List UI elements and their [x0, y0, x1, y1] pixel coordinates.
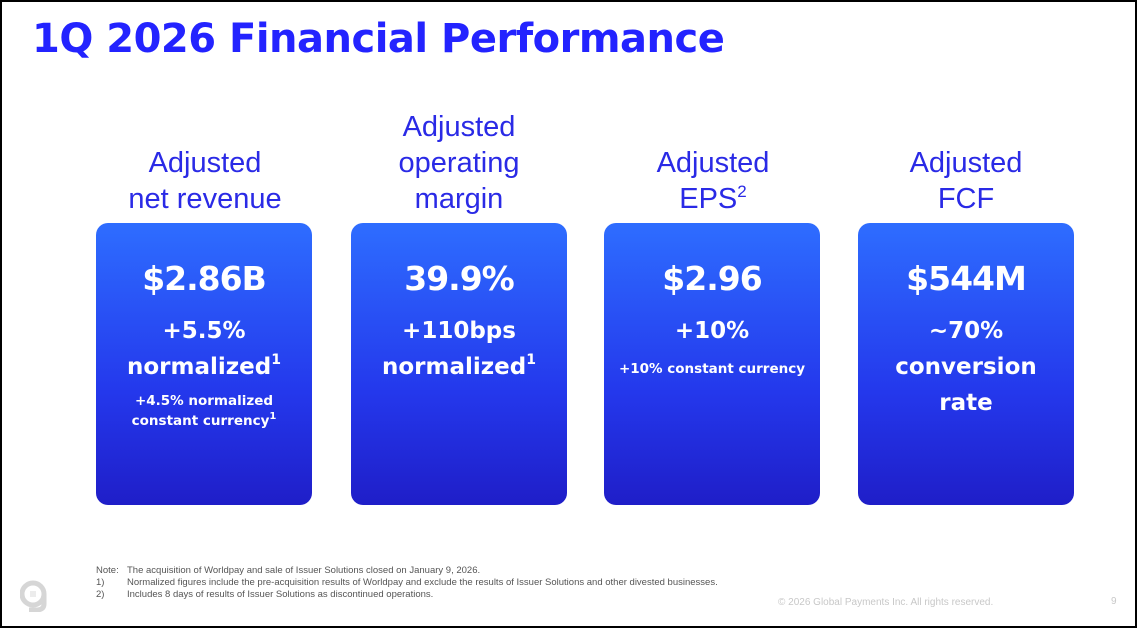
metric-value: $2.86B: [142, 259, 267, 298]
metric-sub-line: +4.5% normalized: [134, 393, 274, 409]
page-title: 1Q 2026 Financial Performance: [32, 16, 725, 62]
metric-change-qualifier: conversion: [895, 354, 1037, 380]
metric-sub-note: +4.5% normalized constant currency1: [96, 391, 312, 431]
metric-sub-text: constant currency: [131, 413, 270, 429]
footnote-marker: 1: [526, 352, 536, 368]
footnote-marker: 1: [271, 352, 281, 368]
metric-label-line: margin: [414, 183, 504, 215]
metric-change: ~70%: [928, 318, 1004, 344]
metric-label-line: FCF: [937, 183, 995, 215]
metric-label-line: Adjusted: [909, 147, 1023, 179]
footnote-marker: 2: [737, 182, 747, 201]
metric-change: +5.5%: [162, 318, 246, 344]
metric-label-line: Adjusted: [148, 147, 262, 179]
note-label: Note:: [96, 565, 119, 576]
footnote-row: 2) Includes 8 days of results of Issuer …: [96, 589, 718, 601]
metric-sub-note: +10% constant currency: [618, 361, 806, 377]
footnote-row: 1) Normalized figures include the pre-ac…: [96, 577, 718, 589]
footnote-marker: 1: [269, 411, 277, 422]
metric-change-qualifier: normalized1: [351, 349, 567, 385]
copyright-text: © 2026 Global Payments Inc. All rights r…: [778, 597, 994, 608]
footnote-number: 1): [96, 577, 105, 588]
metric-change: +110bps: [402, 318, 516, 344]
metric-qualifier-text: normalized: [127, 354, 272, 380]
metric-change-qualifier: rate: [939, 390, 993, 416]
metric-label-operating-margin: Adjusted operating margin: [329, 109, 589, 217]
page-number: 9: [1111, 596, 1117, 607]
metric-card-operating-margin: 39.9% +110bps normalized1: [351, 223, 567, 505]
metric-label-line: operating: [398, 147, 520, 179]
metric-label-line: Adjusted: [402, 111, 516, 143]
footnote-text: Includes 8 days of results of Issuer Sol…: [127, 589, 434, 600]
metric-qualifier-text: normalized: [382, 354, 527, 380]
metric-label-text: EPS: [679, 183, 738, 215]
metric-card-net-revenue: $2.86B +5.5% normalized1 +4.5% normalize…: [96, 223, 312, 505]
note-text: The acquisition of Worldpay and sale of …: [127, 565, 481, 576]
metric-sub-line: constant currency1: [96, 411, 312, 431]
metric-label-net-revenue: Adjusted net revenue: [75, 145, 335, 217]
metric-label-line: EPS2: [583, 181, 843, 217]
metric-value: 39.9%: [404, 259, 515, 298]
metric-value: $544M: [906, 259, 1027, 298]
metric-label-eps: Adjusted EPS2: [583, 145, 843, 217]
metric-change: +10%: [674, 318, 750, 344]
metric-card-eps: $2.96 +10% +10% constant currency: [604, 223, 820, 505]
note-row: Note: The acquisition of Worldpay and sa…: [96, 565, 718, 577]
metric-label-fcf: Adjusted FCF: [836, 145, 1096, 217]
footnotes: Note: The acquisition of Worldpay and sa…: [96, 565, 718, 601]
footnote-number: 2): [96, 589, 105, 600]
metric-label-line: net revenue: [128, 183, 282, 215]
footnote-text: Normalized figures include the pre-acqui…: [127, 577, 718, 588]
global-payments-logo-icon: [19, 580, 48, 613]
metric-change-qualifier: normalized1: [96, 349, 312, 385]
metric-card-fcf: $544M ~70% conversion rate: [858, 223, 1074, 505]
metric-label-line: Adjusted: [656, 147, 770, 179]
metric-value: $2.96: [662, 259, 762, 298]
